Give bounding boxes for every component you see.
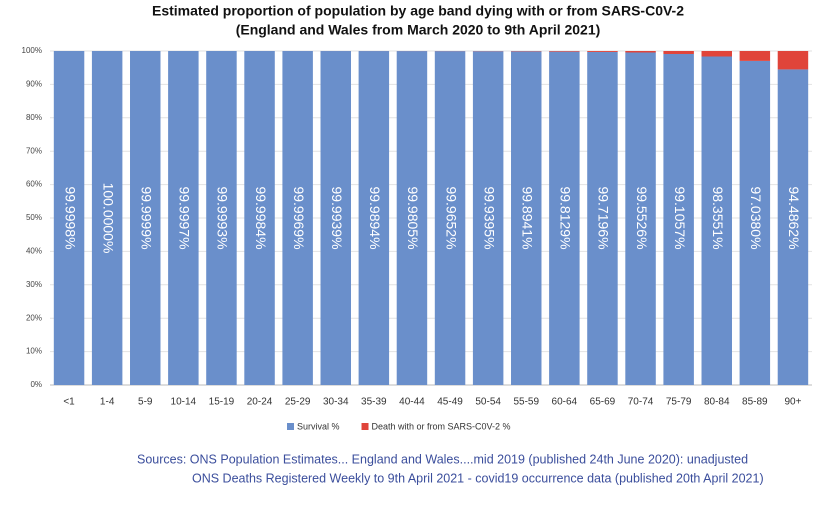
y-tick-label: 10% — [26, 347, 42, 356]
x-tick-label: 75-79 — [666, 397, 692, 408]
x-tick-label: 85-89 — [742, 397, 768, 408]
y-tick-label: 90% — [26, 80, 42, 89]
bar-segment — [91, 51, 123, 385]
y-tick-label: 100% — [22, 46, 42, 55]
bar-segment — [206, 51, 237, 385]
legend-swatch — [287, 423, 294, 430]
x-tick-label: 60-64 — [552, 397, 578, 408]
bar-segment — [53, 51, 85, 385]
x-tick-label: 70-74 — [628, 397, 654, 408]
x-tick-label: 30-34 — [323, 397, 349, 408]
x-tick-label: 55-59 — [513, 397, 539, 408]
bar-segment — [244, 51, 275, 386]
x-tick-label: 10-14 — [171, 397, 197, 408]
x-tick-label: 25-29 — [285, 397, 311, 408]
bar-segment — [701, 56, 732, 386]
bar-segment — [434, 51, 466, 385]
x-tick-label: 20-24 — [247, 397, 273, 408]
bar-segment — [701, 51, 732, 57]
bar-segment — [663, 51, 694, 54]
value-label: 98.3551% — [710, 186, 726, 249]
value-label: 99.8129% — [558, 186, 574, 249]
value-label: 99.9395% — [481, 186, 497, 249]
bar-segment — [663, 53, 694, 385]
bar-segment — [549, 51, 580, 386]
bar-segment — [587, 51, 618, 52]
value-label: 99.9993% — [215, 186, 231, 249]
bar-segment — [777, 69, 809, 386]
x-tick-label: 35-39 — [361, 397, 387, 408]
y-tick-label: 20% — [26, 313, 42, 322]
bar-segment — [282, 51, 313, 386]
value-label: 99.9652% — [443, 186, 459, 249]
bar-segment — [549, 51, 580, 52]
x-tick-label: <1 — [63, 397, 75, 408]
y-tick-label: 30% — [26, 280, 42, 289]
value-label: 99.9939% — [329, 186, 345, 249]
bar-segment — [472, 51, 504, 386]
chart-title: Estimated proportion of population by ag… — [152, 3, 684, 19]
bar-segment — [320, 51, 351, 385]
value-label: 99.9997% — [177, 186, 193, 249]
x-tick-label: 50-54 — [475, 397, 501, 408]
y-tick-label: 0% — [30, 380, 42, 389]
value-label: 99.7196% — [596, 186, 612, 249]
value-label: 99.9984% — [253, 186, 269, 249]
legend-label: Survival % — [297, 421, 340, 431]
value-label: 99.9805% — [405, 186, 421, 249]
x-tick-label: 45-49 — [437, 397, 463, 408]
y-tick-label: 80% — [26, 113, 42, 122]
legend-swatch — [361, 423, 369, 430]
value-label: 99.9998% — [62, 186, 78, 249]
y-tick-label: 70% — [26, 146, 42, 155]
chart-subtitle: (England and Wales from March 2020 to 9t… — [236, 22, 601, 38]
x-tick-label: 5-9 — [138, 397, 153, 408]
bar-segment — [168, 51, 199, 385]
source-note: Sources: ONS Population Estimates... Eng… — [137, 452, 748, 466]
bar-segment — [625, 51, 656, 53]
value-label: 100.0000% — [100, 183, 116, 254]
y-tick-label: 60% — [26, 180, 42, 189]
bar-segment — [739, 60, 771, 386]
value-label: 99.9999% — [139, 186, 155, 249]
x-tick-label: 15-19 — [209, 397, 235, 408]
value-label: 97.0380% — [748, 186, 764, 249]
y-tick-label: 50% — [26, 213, 42, 222]
source-note: ONS Deaths Registered Weekly to 9th Apri… — [192, 471, 764, 485]
value-label: 99.9969% — [291, 186, 307, 249]
bar-segment — [358, 51, 390, 386]
bar-segment — [739, 51, 771, 61]
x-tick-label: 40-44 — [399, 397, 425, 408]
value-label: 99.5526% — [634, 186, 650, 249]
bar-segment — [511, 51, 542, 386]
x-tick-label: 90+ — [784, 397, 801, 408]
bar-segment — [130, 51, 161, 385]
value-label: 99.9894% — [367, 186, 383, 249]
bar-segment — [777, 51, 809, 70]
value-label: 99.1057% — [672, 186, 688, 249]
x-tick-label: 80-84 — [704, 397, 730, 408]
value-label: 94.4862% — [786, 186, 802, 249]
y-tick-label: 40% — [26, 247, 42, 256]
x-tick-label: 65-69 — [590, 397, 616, 408]
bar-segment — [625, 52, 656, 385]
legend-label: Death with or from SARS-C0V-2 % — [372, 421, 511, 431]
bar-segment — [396, 51, 428, 386]
x-tick-label: 1-4 — [100, 397, 115, 408]
bar-segment — [587, 51, 618, 386]
value-label: 99.8941% — [520, 186, 536, 249]
